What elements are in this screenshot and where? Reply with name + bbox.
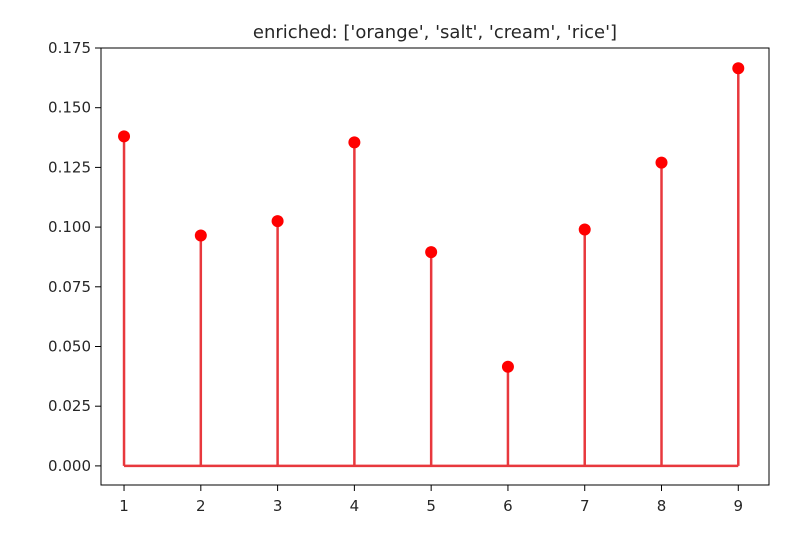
x-axis: 1 2 3 4 5 6 7 8 9: [119, 485, 743, 515]
x-tick-label: 9: [734, 497, 744, 515]
stem-marker: [578, 223, 591, 236]
stem-marker: [348, 136, 361, 149]
stem-marker: [271, 215, 284, 228]
stem-series: [118, 62, 745, 468]
y-tick-label: 0.100: [48, 218, 91, 236]
y-tick-label: 0.050: [48, 337, 91, 355]
y-tick-label: 0.075: [48, 278, 91, 296]
y-tick-label: 0.175: [48, 39, 91, 57]
y-axis: 0.000 0.025 0.050 0.075 0.100 0.125 0.150 0.175: [48, 39, 101, 475]
y-tick-label: 0.125: [48, 158, 91, 176]
y-tick-label: 0.000: [48, 457, 91, 475]
x-tick-label: 2: [196, 497, 206, 515]
x-tick-label: 5: [426, 497, 436, 515]
stem-marker: [655, 156, 668, 169]
x-tick-label: 4: [350, 497, 360, 515]
stem-marker: [732, 62, 745, 75]
y-tick-label: 0.150: [48, 99, 91, 117]
stem-marker: [118, 130, 131, 143]
chart-title: enriched: ['orange', 'salt', 'cream', 'r…: [253, 22, 617, 43]
x-tick-label: 7: [580, 497, 590, 515]
x-tick-label: 6: [503, 497, 513, 515]
x-tick-label: 3: [273, 497, 283, 515]
stem-marker: [425, 246, 438, 259]
x-tick-label: 1: [119, 497, 129, 515]
y-tick-label: 0.025: [48, 397, 91, 415]
x-tick-label: 8: [657, 497, 667, 515]
plot-frame: [100, 47, 770, 486]
stem-marker: [501, 360, 514, 373]
stem-marker: [194, 229, 207, 242]
